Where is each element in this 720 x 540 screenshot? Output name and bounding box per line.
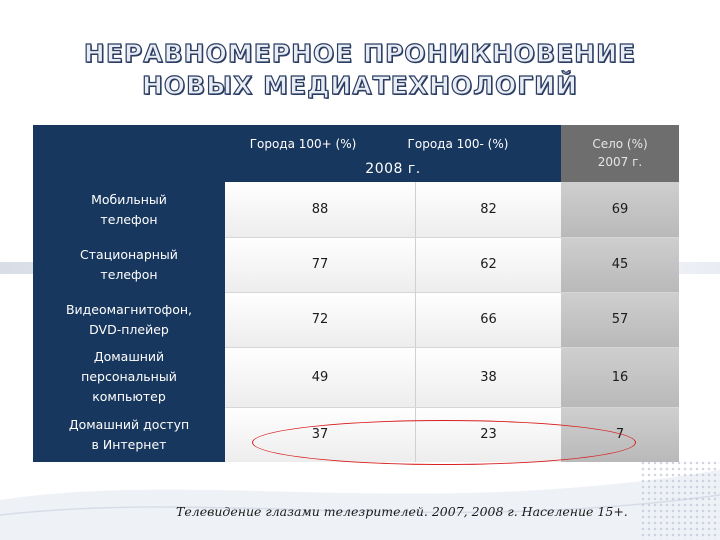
value-cell: 57: [561, 292, 679, 347]
header-rural: [561, 125, 679, 182]
row-label: Домашний персональный компьютер: [81, 349, 177, 404]
row-label: Мобильный телефон: [91, 191, 167, 227]
value-cell: 38: [415, 347, 561, 407]
value-cell: 82: [415, 182, 561, 237]
column-header-cities-100-plus: Города 100+ (%): [249, 137, 357, 151]
title-line-2: НОВЫХ МЕДИАТЕХНОЛОГИЙ: [141, 70, 578, 100]
value-cell: 16: [561, 347, 679, 407]
row-divider: [225, 407, 679, 408]
table-row: Стационарный телефон 77 62 45: [33, 237, 679, 292]
value-cell: 77: [225, 237, 415, 292]
value-cell: 49: [225, 347, 415, 407]
title-line-1: НЕРАВНОМЕРНОЕ ПРОНИКНОВЕНИЕ: [83, 38, 637, 68]
table-row: Видеомагнитофон, DVD-плейер 72 66 57: [33, 292, 679, 347]
column-header-village: Село (%) 2007 г.: [592, 137, 648, 169]
table-row: Мобильный телефон 88 82 69: [33, 182, 679, 237]
value-cell: 66: [415, 292, 561, 347]
header-urban: [225, 125, 561, 182]
page-title: НЕРАВНОМЕРНОЕ ПРОНИКНОВЕНИЕ НОВЫХ МЕДИАТ…: [0, 38, 720, 102]
penetration-table: Города 100+ (%) Города 100- (%) Село (%)…: [33, 125, 679, 462]
value-cell: 62: [415, 237, 561, 292]
column-header-cities-100-minus: Города 100- (%): [407, 137, 509, 151]
row-label: Видеомагнитофон, DVD-плейер: [65, 301, 193, 337]
table-row: Домашний персональный компьютер 49 38 16: [33, 347, 679, 407]
value-cell: 88: [225, 182, 415, 237]
row-label: Стационарный телефон: [80, 246, 178, 282]
value-cell: 72: [225, 292, 415, 347]
row-label-column: [33, 125, 225, 462]
source-note: Телевидение глазами телезрителей. 2007, …: [176, 504, 628, 519]
row-label: Домашний доступ в Интернет: [68, 416, 190, 452]
value-cell: 69: [561, 182, 679, 237]
internet-row-highlight: [252, 420, 636, 465]
row-divider: [225, 347, 679, 348]
value-cell: 45: [561, 237, 679, 292]
corner-dot-pattern: [640, 460, 720, 540]
year-label: 2008 г.: [365, 161, 421, 177]
row-divider: [225, 237, 679, 238]
row-divider: [225, 292, 679, 293]
